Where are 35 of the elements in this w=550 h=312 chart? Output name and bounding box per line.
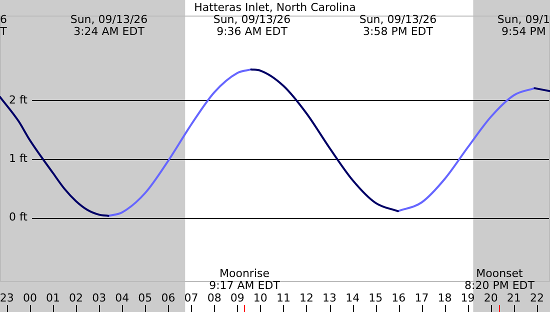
x-tick-label: 03 [92, 291, 106, 304]
x-tick-label: 05 [138, 291, 152, 304]
chart-title: Hatteras Inlet, North Carolina [194, 1, 356, 14]
x-tick-label: 01 [46, 291, 60, 304]
annotation: Sun, 09/13/26 3:58 PM EDT [359, 13, 437, 38]
x-tick-label: 10 [253, 291, 268, 304]
annotation: Sun, 09/13/26 3:24 AM EDT [70, 13, 148, 38]
x-tick-label: 17 [414, 291, 429, 304]
x-tick-label: 22 [530, 291, 544, 304]
x-tick-label: 04 [115, 291, 130, 304]
x-tick-label: 16 [392, 291, 406, 304]
annotation: 6 T [0, 13, 8, 38]
annotation: Sun, 09/13/26 9:36 AM EDT [213, 13, 291, 38]
x-tick-label: 11 [276, 291, 290, 304]
x-tick-label: 12 [299, 291, 314, 304]
ref-line-label: Moonset 8:20 PM EDT [464, 267, 535, 292]
x-tick-label: 13 [322, 291, 337, 304]
x-tick-label: 18 [438, 291, 452, 304]
x-tick-label: 21 [506, 291, 521, 304]
y-tick-label: 1 ft [9, 152, 28, 165]
x-tick-label: 15 [368, 291, 383, 304]
x-tick-label: 23 [0, 291, 14, 304]
y-tick-label: 2 ft [9, 93, 28, 106]
x-tick-label: 09 [230, 291, 244, 304]
ref-line-label: Moonrise 9:17 AM EDT [209, 267, 280, 292]
x-tick-label: 08 [207, 291, 222, 304]
y-tick-label: 0 ft [9, 210, 28, 224]
x-tick-label: 00 [22, 291, 37, 304]
x-tick-label: 20 [484, 291, 498, 304]
annotation: Sun, 09/1 9:54 PM [497, 13, 550, 38]
x-tick-label: 06 [161, 291, 176, 304]
x-tick-label: 02 [69, 291, 84, 304]
x-tick-label: 07 [184, 291, 198, 304]
x-tick-label: 14 [346, 291, 360, 304]
x-tick-label: 19 [460, 291, 475, 304]
